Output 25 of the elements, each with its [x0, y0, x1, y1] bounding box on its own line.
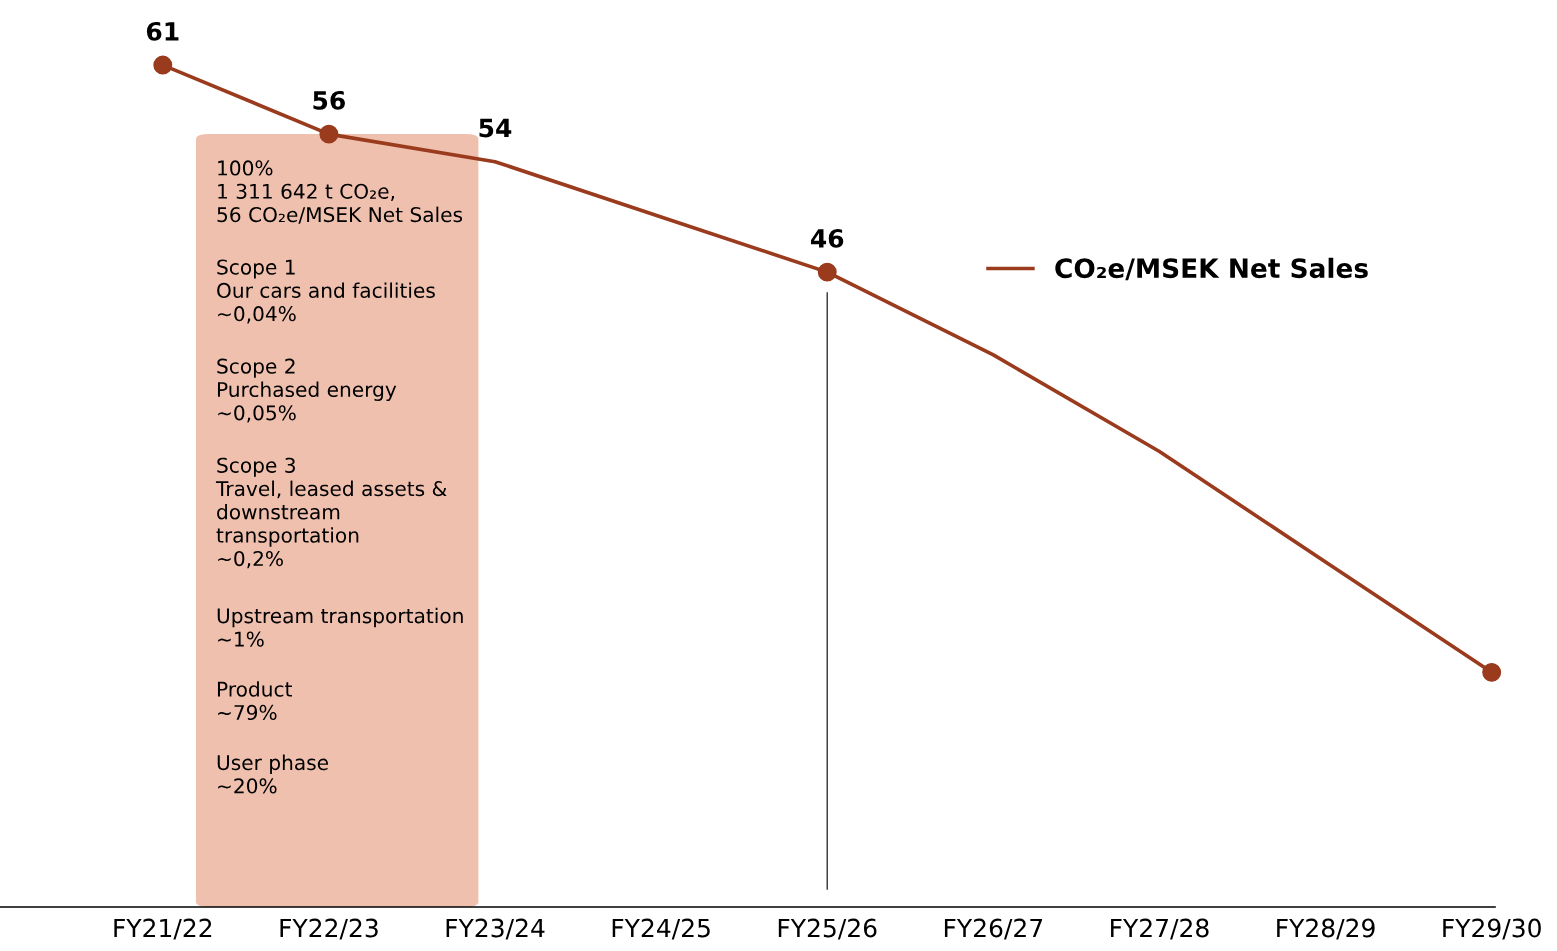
- x-tick-label: FY23/24: [446, 918, 545, 940]
- text: User phase ~20%: [217, 754, 328, 794]
- annotation: Scope 2 Purchased energy ~0,05%: [217, 358, 397, 423]
- x-tick-label: FY26/27: [944, 918, 1043, 940]
- point: [319, 124, 339, 144]
- annotation: 100% 1 311 642 t CO₂e, 56 CO₂e/MSEK Net Sales: [217, 160, 463, 224]
- text: Product ~79%: [217, 681, 292, 721]
- data-label: 61: [146, 21, 179, 41]
- x-tick-label: FY21/22: [114, 918, 212, 940]
- x-tick-label: FY24/25: [612, 918, 710, 940]
- x-tick-label: FY22/23: [280, 918, 378, 940]
- data-label: 46: [810, 228, 844, 248]
- x-tick-label: FY25/26: [778, 918, 877, 940]
- legend-label: CO₂e/MSEK Net Sales: [1055, 257, 1368, 281]
- annotation: Upstream transportation ~1%: [217, 607, 463, 647]
- x-tick-label: FY28/29: [1277, 918, 1375, 940]
- point: [1482, 662, 1502, 682]
- data-label: 54: [479, 118, 512, 138]
- x-tick-label: FY27/28: [1111, 918, 1209, 940]
- annotation: Scope 1 Our cars and facilities ~0,04%: [217, 259, 435, 324]
- annotation: Scope 3 Travel, leased assets & downstream transportation ~0,2%: [215, 457, 447, 569]
- data-label: 56: [313, 90, 345, 110]
- x-tick-label: FY29/30: [1443, 918, 1541, 940]
- point: [817, 262, 837, 282]
- point: [153, 55, 173, 75]
